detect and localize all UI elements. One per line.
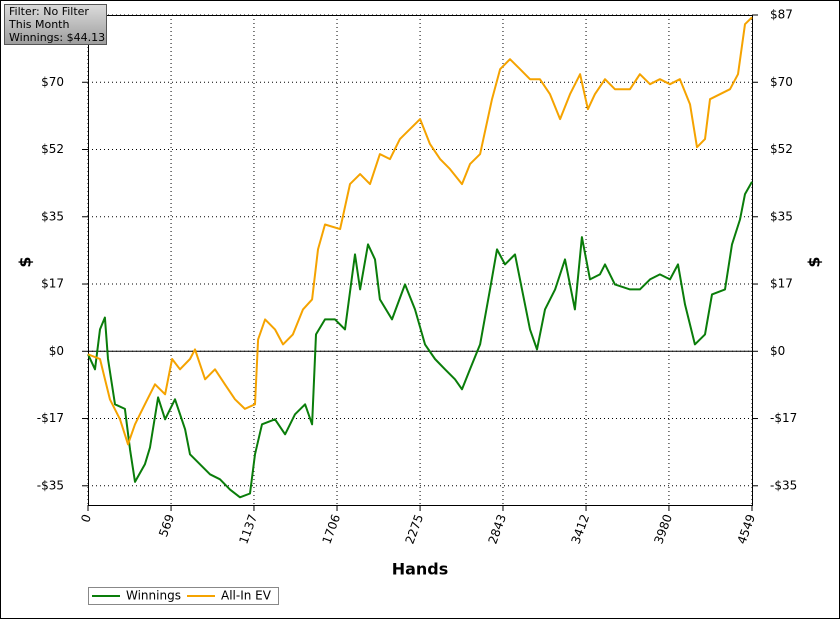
y2-tick-label: $17	[770, 277, 793, 291]
y-axis-label: $	[16, 256, 35, 267]
y2-tick-label: $0	[770, 344, 785, 358]
y-tick-label: -$35	[37, 478, 64, 492]
y2-axis-label: $	[805, 256, 824, 267]
y-tick-label: -$17	[37, 411, 64, 425]
y2-tick-label: -$17	[770, 411, 797, 425]
plot-area	[88, 15, 753, 506]
series-line	[87, 181, 753, 499]
info-line: Filter: No Filter	[9, 5, 89, 18]
y2-tick-label: -$35	[770, 478, 797, 492]
info-line: Winnings: $44.13	[9, 31, 105, 44]
legend	[88, 587, 279, 605]
series-line	[87, 16, 753, 446]
y2-tick-label: $87	[770, 8, 793, 22]
info-box: Filter: No Filter This Month Winnings: $…	[4, 4, 107, 45]
x-axis-label: Hands	[392, 560, 449, 579]
y2-tick-label: $70	[770, 75, 793, 89]
y2-tick-label: $35	[770, 209, 793, 223]
y-tick-label: $70	[41, 75, 64, 89]
info-box-bg	[4, 4, 107, 45]
y-tick-label: $35	[41, 209, 64, 223]
x-tick-label: 0	[78, 512, 94, 524]
info-line: This Month	[8, 18, 69, 31]
legend-label: All-In EV	[221, 589, 272, 603]
y-tick-label: $17	[41, 277, 64, 291]
legend-label: Winnings	[126, 589, 181, 603]
y-tick-label: $52	[41, 142, 64, 156]
y2-tick-label: $52	[770, 142, 793, 156]
y-tick-label: $0	[49, 344, 64, 358]
